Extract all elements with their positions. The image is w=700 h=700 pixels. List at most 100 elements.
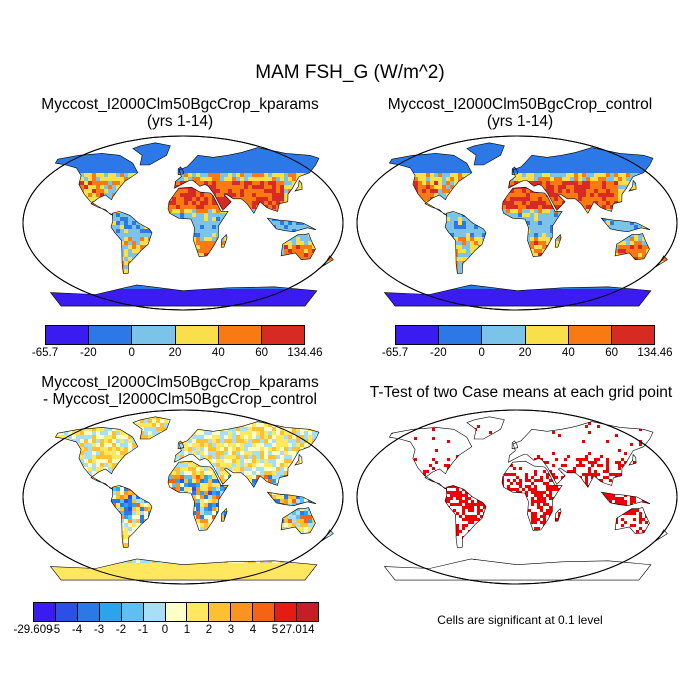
colorbar-tick-label: 0: [478, 347, 485, 359]
colorbar-swatch: [439, 326, 483, 344]
map-control: [356, 135, 678, 311]
colorbar-swatch: [99, 603, 122, 621]
coastline-greenland: [466, 416, 505, 440]
colorbar-swatch: [525, 326, 569, 344]
coastline-uk: [511, 440, 519, 450]
colorbar-tick-label: 4: [249, 624, 257, 636]
coastline-samerica: [444, 485, 487, 548]
colorbar-swatch: [231, 603, 254, 621]
colorbar-tick-label: 0: [161, 624, 169, 636]
colorbar-tick-label: 20: [168, 347, 182, 359]
colorbar-tick-label: -29.609: [13, 624, 53, 636]
panel1-title-line2: (yrs 1-14): [146, 113, 214, 130]
coastline-eurasia: [174, 147, 320, 214]
colorbar-swatch: [46, 326, 90, 344]
colorbar-swatch: [132, 326, 176, 344]
coastline-samerica: [110, 485, 153, 548]
coastline-eurasia: [508, 147, 654, 214]
colorbar-control: [395, 325, 655, 345]
panel3-title-line1: Myccost_I2000Clm50BgcCrop_kparams: [41, 374, 319, 391]
colorbar-swatch: [218, 326, 262, 344]
coastline-australia: [280, 233, 316, 261]
coastline-madagascar: [554, 508, 562, 522]
colorbar-swatch: [396, 326, 440, 344]
globe-outline: [356, 409, 678, 585]
colorbar-tick-label: 0: [128, 347, 135, 359]
coastline-nz: [654, 255, 668, 268]
coastline-samerica: [110, 211, 153, 274]
colorbar-swatch: [77, 603, 100, 621]
coastline-japan: [294, 453, 303, 466]
colorbar-tick-label: -65.7: [31, 347, 59, 359]
colorbar-tick-label: -5: [49, 624, 61, 636]
colorbar-tick-label: -1: [137, 624, 149, 636]
coastline-uk: [511, 166, 519, 176]
coastline-australia: [614, 233, 650, 261]
coastline-greenland: [132, 142, 171, 166]
colorbar-tick-label: 2: [205, 624, 213, 636]
colorbar-swatch: [175, 326, 219, 344]
coastline-samerica: [444, 211, 487, 274]
colorbar-difference: [33, 602, 319, 622]
colorbar-swatch: [568, 326, 612, 344]
coastline-indonesia: [600, 491, 651, 507]
panel2-title: Myccost_I2000Clm50BgcCrop_control (yrs 1…: [360, 96, 680, 130]
coastline-madagascar: [220, 234, 228, 248]
coastline-namerica: [54, 153, 139, 216]
globe-outline: [22, 409, 344, 585]
colorbar-tick-label: -20: [80, 347, 97, 359]
coastline-nz: [654, 529, 668, 542]
panel2-title-line2: (yrs 1-14): [486, 113, 554, 130]
map-kparams: [22, 135, 344, 311]
coastline-nz: [320, 529, 334, 542]
panel3-title-line2: - Myccost_I2000Clm50BgcCrop_control: [43, 391, 317, 408]
coastline-eurasia: [174, 421, 320, 488]
coastline-japan: [628, 179, 637, 192]
coastline-namerica: [388, 427, 473, 490]
colorbar-tick-label: 27.014: [279, 624, 315, 636]
coastline-namerica: [388, 153, 473, 216]
colorbar-swatch: [611, 326, 655, 344]
figure-title: MAM FSH_G (W/m^2): [255, 62, 445, 83]
colorbar-tick-label: 134.46: [287, 347, 323, 359]
coastline-indonesia: [266, 491, 317, 507]
colorbar-kparams: [45, 325, 305, 345]
panel1-title: Myccost_I2000Clm50BgcCrop_kparams (yrs 1…: [20, 96, 340, 130]
coastline-indonesia: [266, 217, 317, 233]
colorbar-swatch: [165, 603, 188, 621]
coastline-antarctica: [383, 284, 652, 307]
coastline-uk: [177, 440, 185, 450]
colorbar-tick-label: 40: [561, 347, 575, 359]
coastline-madagascar: [220, 508, 228, 522]
coastline-africa: [167, 186, 229, 258]
coastline-madagascar: [554, 234, 562, 248]
colorbar-tick-label: 60: [605, 347, 619, 359]
coastline-uk: [177, 166, 185, 176]
coastline-greenland: [132, 416, 171, 440]
colorbar-tick-label: 1: [183, 624, 191, 636]
coastline-antarctica: [49, 284, 318, 307]
significance-note: Cells are significant at 0.1 level: [437, 613, 603, 627]
colorbar-tick-label: -2: [115, 624, 127, 636]
map-ttest: [356, 409, 678, 585]
colorbar-tick-label: 60: [255, 347, 269, 359]
colorbar-tick-label: -4: [71, 624, 83, 636]
colorbar-swatch: [89, 326, 133, 344]
coastline-japan: [294, 179, 303, 192]
coastline-namerica: [54, 427, 139, 490]
colorbar-tick-label: 134.46: [637, 347, 673, 359]
panel4-title: T-Test of two Case means at each grid po…: [369, 384, 673, 401]
colorbar-swatch: [261, 326, 305, 344]
coastline-africa: [501, 460, 563, 532]
globe-outline: [356, 135, 678, 311]
colorbar-swatch: [55, 603, 78, 621]
colorbar-tick-label: -20: [430, 347, 447, 359]
map-difference: [22, 409, 344, 585]
coastline-eurasia: [508, 421, 654, 488]
colorbar-swatch: [253, 603, 276, 621]
coastline-africa: [167, 460, 229, 532]
colorbar-tick-label: -3: [93, 624, 105, 636]
colorbar-tick-label: 5: [271, 624, 279, 636]
panel2-title-line1: Myccost_I2000Clm50BgcCrop_control: [387, 96, 653, 113]
colorbar-tick-label: 3: [227, 624, 235, 636]
